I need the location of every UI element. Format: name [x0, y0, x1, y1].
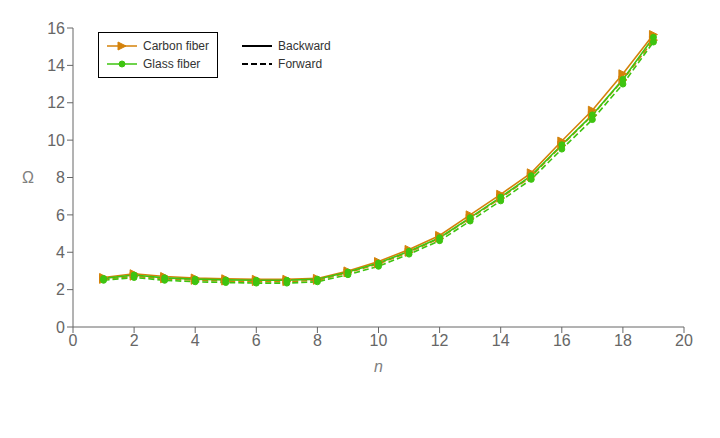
- svg-text:4: 4: [191, 332, 200, 349]
- html-text:Forward: Forward: [278, 57, 323, 71]
- html-text:Glass fiber: Glass fiber: [143, 57, 201, 71]
- svg-text:18: 18: [614, 332, 632, 349]
- svg-text:8: 8: [313, 332, 322, 349]
- html-text:Carbon fiber: Carbon fiber: [143, 39, 209, 53]
- html-text:Backward: Backward: [278, 39, 331, 53]
- svg-text:4: 4: [56, 244, 65, 261]
- svg-text:Ω: Ω: [22, 169, 34, 186]
- svg-text:2: 2: [130, 332, 139, 349]
- svg-text:6: 6: [252, 332, 261, 349]
- svg-text:16: 16: [553, 332, 571, 349]
- svg-text:10: 10: [370, 332, 388, 349]
- svg-text:2: 2: [56, 281, 65, 298]
- svg-text:8: 8: [56, 169, 65, 186]
- svg-text:6: 6: [56, 207, 65, 224]
- svg-text:12: 12: [431, 332, 449, 349]
- svg-text:12: 12: [47, 94, 65, 111]
- svg-text:14: 14: [47, 57, 65, 74]
- svg-text:14: 14: [492, 332, 510, 349]
- svg-text:0: 0: [56, 319, 65, 336]
- svg-text:n: n: [374, 358, 383, 375]
- svg-text:16: 16: [47, 20, 65, 37]
- svg-text:10: 10: [47, 132, 65, 149]
- svg-text:0: 0: [69, 332, 78, 349]
- svg-text:20: 20: [675, 332, 693, 349]
